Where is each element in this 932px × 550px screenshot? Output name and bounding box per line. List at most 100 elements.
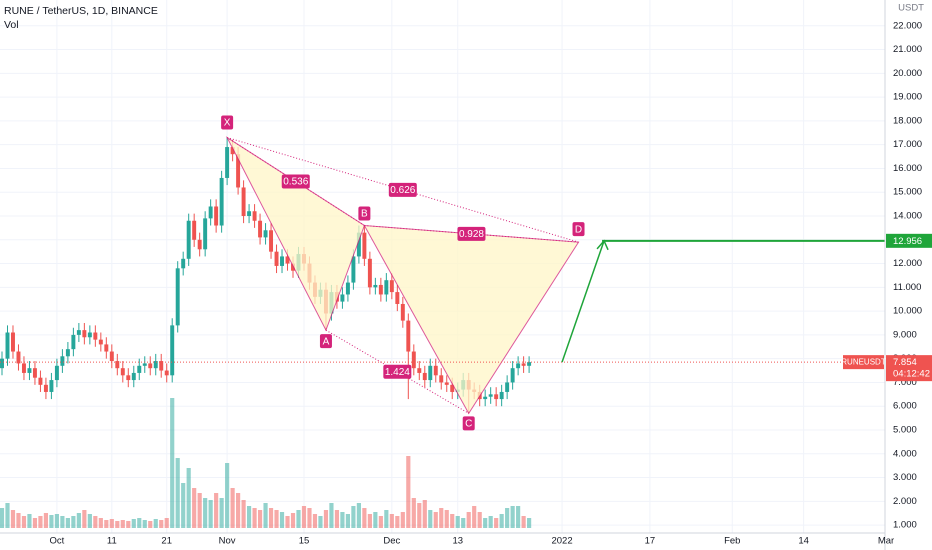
candle-body bbox=[384, 280, 389, 295]
volume-bar bbox=[411, 498, 416, 528]
volume-bar bbox=[137, 518, 142, 528]
volume-bar bbox=[466, 512, 471, 528]
y-tick-label: 14.000 bbox=[893, 211, 922, 222]
candle-body bbox=[21, 363, 26, 373]
y-tick-label: 4.000 bbox=[893, 448, 917, 459]
volume-bar bbox=[208, 500, 213, 528]
candle-body bbox=[65, 349, 70, 357]
volume-bar bbox=[60, 516, 65, 528]
volume-bar bbox=[422, 500, 427, 528]
volume-bar bbox=[417, 503, 422, 528]
volume-bar bbox=[428, 510, 433, 528]
candle-body bbox=[159, 361, 164, 371]
x-tick-label: Mar bbox=[878, 536, 894, 547]
y-tick-label: 18.000 bbox=[893, 115, 922, 126]
unit-label: USDT bbox=[898, 3, 924, 14]
volume-bar bbox=[395, 516, 400, 528]
candle-body bbox=[444, 382, 449, 385]
volume-bar bbox=[351, 506, 356, 528]
y-tick-label: 1.000 bbox=[893, 520, 917, 531]
time-axis-panel bbox=[0, 533, 885, 550]
candle-body bbox=[16, 351, 21, 364]
candle-body bbox=[378, 284, 383, 295]
candle-body bbox=[214, 206, 219, 226]
candle-body bbox=[203, 218, 208, 250]
volume-bar bbox=[104, 520, 109, 528]
candle-body bbox=[362, 232, 367, 259]
candle-body bbox=[76, 330, 81, 335]
candle-body bbox=[82, 330, 87, 338]
candle-body bbox=[32, 368, 37, 378]
candle-body bbox=[175, 268, 180, 326]
volume-bar bbox=[170, 398, 175, 528]
y-tick-label: 7.000 bbox=[893, 377, 917, 388]
volume-bar bbox=[483, 518, 488, 528]
volume-bar bbox=[49, 515, 54, 528]
candle-body bbox=[170, 325, 175, 376]
candle-body bbox=[60, 356, 65, 366]
x-tick-label: 15 bbox=[299, 536, 310, 547]
candle-body bbox=[373, 284, 378, 288]
candle-body bbox=[411, 351, 416, 369]
y-tick-label: 17.000 bbox=[893, 139, 922, 150]
symbol-tag bbox=[843, 355, 884, 370]
volume-bar bbox=[373, 512, 378, 528]
volume-bar bbox=[43, 513, 49, 528]
volume-bar bbox=[148, 521, 153, 528]
point-box bbox=[358, 206, 371, 221]
y-tick-label: 5.000 bbox=[893, 425, 917, 436]
volume-bar bbox=[225, 463, 230, 528]
point-label: D bbox=[575, 224, 582, 235]
volume-bar bbox=[10, 510, 16, 528]
ratio-box bbox=[388, 182, 417, 197]
x-tick-label: 14 bbox=[798, 536, 809, 547]
volume-bar bbox=[290, 513, 296, 528]
candle-body bbox=[197, 239, 202, 250]
volume-bar bbox=[115, 521, 120, 528]
candle-body bbox=[389, 280, 394, 293]
candle-body bbox=[186, 220, 191, 259]
volume-bar bbox=[268, 508, 274, 528]
point-box bbox=[221, 115, 234, 130]
x-tick-label: 11 bbox=[107, 536, 117, 547]
y-tick-label: 3.000 bbox=[893, 472, 917, 483]
target-arrow bbox=[561, 240, 605, 363]
target-tag bbox=[886, 233, 932, 248]
ratio-label: 0.626 bbox=[390, 185, 415, 196]
volume-bar bbox=[87, 514, 92, 528]
candle-body bbox=[400, 303, 405, 321]
volume-bar bbox=[450, 514, 455, 528]
candle-body bbox=[142, 363, 147, 366]
ratio-label: 1.424 bbox=[385, 367, 410, 378]
volume-bar bbox=[461, 518, 466, 528]
volume-bar bbox=[230, 488, 235, 528]
ratio-box bbox=[281, 174, 310, 189]
volume-bar bbox=[82, 510, 87, 528]
candle-body bbox=[131, 372, 136, 381]
arrow-head bbox=[596, 239, 609, 251]
volume-bar bbox=[126, 521, 131, 528]
volume-bar bbox=[505, 508, 510, 528]
point-label: A bbox=[323, 336, 330, 347]
volume-bar bbox=[164, 518, 169, 528]
candle-body bbox=[395, 292, 400, 304]
volume-bar bbox=[159, 520, 164, 528]
volume-bar bbox=[296, 510, 301, 528]
x-tick-label: 13 bbox=[452, 536, 463, 547]
volume-bar bbox=[378, 516, 383, 528]
volume-bar bbox=[516, 506, 521, 528]
pattern-dotted-line bbox=[325, 329, 469, 414]
y-tick-label: 19.000 bbox=[893, 92, 922, 103]
ratio-box bbox=[383, 364, 412, 379]
volume-bar bbox=[521, 516, 526, 528]
candle-body bbox=[148, 363, 153, 369]
candle-body bbox=[71, 334, 76, 350]
volume-bar bbox=[252, 508, 257, 528]
volume-bar bbox=[120, 520, 125, 528]
volume-bar bbox=[494, 518, 499, 528]
candle-body bbox=[27, 368, 32, 373]
x-tick-label: Oct bbox=[50, 536, 65, 547]
candle-body bbox=[120, 368, 125, 376]
x-tick-label: Dec bbox=[383, 536, 400, 547]
